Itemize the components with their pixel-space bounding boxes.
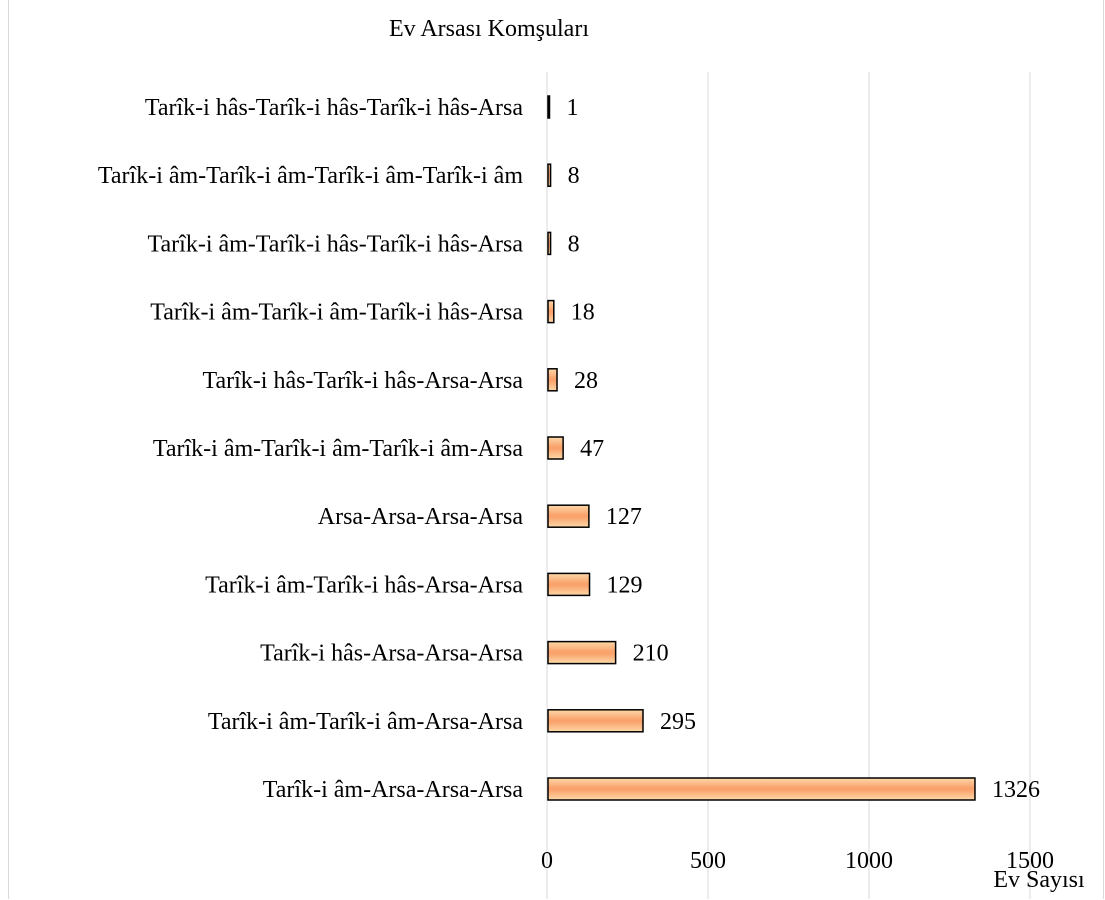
gridlines [546, 72, 1031, 899]
category-label: Tarîk-i hâs-Tarîk-i hâs-Tarîk-i hâs-Arsa [145, 95, 523, 121]
data-label: 18 [571, 300, 595, 326]
bar [547, 95, 551, 119]
category-labels: Tarîk-i hâs-Tarîk-i hâs-Tarîk-i hâs-Arsa… [98, 95, 523, 803]
data-label: 8 [568, 163, 580, 189]
category-label: Tarîk-i âm-Arsa-Arsa-Arsa [263, 777, 524, 803]
category-label: Tarîk-i hâs-Arsa-Arsa-Arsa [260, 641, 523, 667]
data-label: 1326 [992, 777, 1040, 803]
category-label: Tarîk-i âm-Tarîk-i âm-Tarîk-i âm-Tarîk-i… [98, 163, 523, 189]
x-tick-label: 500 [690, 848, 726, 874]
bar [547, 368, 558, 392]
bar [547, 777, 976, 801]
bars [547, 95, 976, 801]
category-label: Tarîk-i âm-Tarîk-i âm-Tarîk-i hâs-Arsa [150, 300, 523, 326]
x-tick-label: 1500 [1006, 848, 1054, 874]
category-label: Tarîk-i âm-Tarîk-i hâs-Tarîk-i hâs-Arsa [148, 231, 524, 257]
data-label: 210 [633, 641, 669, 667]
bar [547, 299, 555, 324]
chart-frame: Ev Arsası Komşuları Tarîk-i hâs-Tarîk-i … [8, 0, 1104, 899]
data-label: 28 [574, 368, 598, 394]
bar [547, 231, 552, 256]
bar [547, 572, 591, 597]
x-tick-labels: 0 500 1000 1500 [541, 848, 1054, 874]
bar [547, 709, 644, 733]
x-tick-label: 0 [541, 848, 553, 874]
category-label: Tarîk-i âm-Tarîk-i âm-Tarîk-i âm-Arsa [153, 436, 523, 462]
bar [547, 640, 617, 665]
data-label: 8 [568, 231, 580, 257]
bar-chart: Tarîk-i hâs-Tarîk-i hâs-Tarîk-i hâs-Arsa… [98, 72, 1054, 899]
data-label: 295 [660, 709, 696, 735]
category-label: Tarîk-i âm-Tarîk-i âm-Arsa-Arsa [208, 709, 524, 735]
category-label: Tarîk-i hâs-Tarîk-i hâs-Arsa-Arsa [202, 368, 523, 394]
bar [547, 163, 552, 187]
y-axis-title: Ev Arsası Komşuları [389, 16, 589, 42]
bar [547, 504, 590, 528]
data-label: 1 [567, 95, 579, 121]
x-axis-title: Ev Sayısı [993, 867, 1085, 893]
data-label: 129 [607, 572, 643, 598]
data-label: 47 [580, 436, 604, 462]
category-label: Tarîk-i âm-Tarîk-i hâs-Arsa-Arsa [205, 572, 523, 598]
bar [547, 436, 564, 460]
x-tick-label: 1000 [845, 848, 893, 874]
category-label: Arsa-Arsa-Arsa-Arsa [318, 504, 524, 530]
data-label: 127 [606, 504, 642, 530]
